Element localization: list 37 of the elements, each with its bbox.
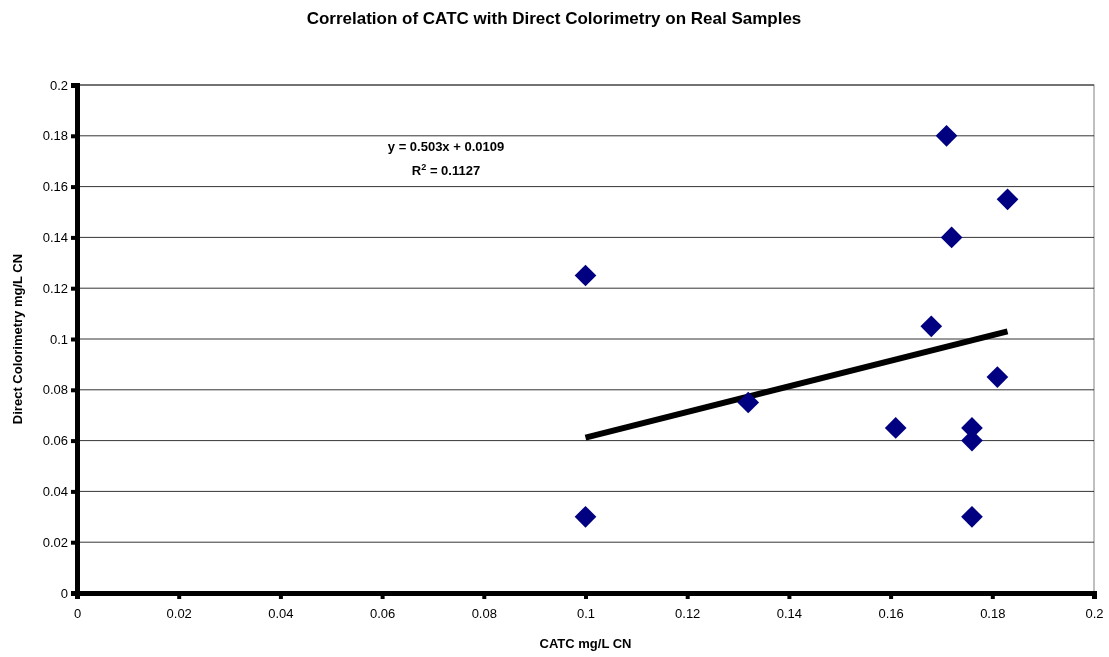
x-axis-title: CATC mg/L CN — [539, 636, 632, 651]
annotation: y = 0.503x + 0.0109 — [387, 139, 505, 154]
x-tick-label: 0.06 — [369, 605, 396, 621]
y-tick-label: 0.04 — [42, 484, 68, 500]
x-tick-label: 0.1 — [576, 605, 596, 621]
point — [986, 366, 1009, 388]
y-axis-title: Direct Colorimetry mg/L CN — [10, 253, 25, 425]
y-tick-label: 0.2 — [49, 77, 68, 93]
y-tick-label: 0.08 — [42, 382, 68, 398]
point — [920, 315, 943, 338]
x-tick-label: 0.16 — [878, 605, 904, 621]
y-tick-label: 0.1 — [49, 331, 68, 347]
point — [961, 505, 983, 528]
point — [737, 391, 760, 414]
x-tick-label: 0.2 — [1085, 605, 1104, 621]
x-tick-label: 0.02 — [166, 605, 192, 621]
y-tick-label: 0.12 — [42, 280, 68, 296]
x-tick-label: 0.18 — [980, 605, 1006, 621]
chart-title: Correlation of CATC with Direct Colorimetry on Real Samples — [306, 9, 802, 28]
y-tick-label: 0.18 — [42, 128, 68, 144]
point — [935, 124, 958, 147]
point — [940, 226, 963, 249]
x-tick-label: 0.12 — [675, 605, 701, 621]
point — [574, 505, 597, 528]
y-tick-label: 0.02 — [42, 534, 68, 550]
y-tick-label: 0 — [60, 585, 68, 601]
y-tick-label: 0.14 — [42, 230, 68, 246]
point — [884, 417, 907, 439]
point — [574, 264, 597, 287]
x-tick-label: 0.08 — [471, 605, 497, 621]
y-tick-label: 0.16 — [42, 179, 68, 195]
x-tick-label: 0.04 — [268, 605, 294, 621]
y-tick-label: 0.06 — [42, 433, 68, 449]
point — [996, 188, 1019, 211]
annotation: R$^{2}$ = 0.1127 — [411, 162, 481, 178]
x-tick-label: 0 — [73, 605, 82, 621]
x-tick-label: 0.14 — [776, 605, 803, 621]
